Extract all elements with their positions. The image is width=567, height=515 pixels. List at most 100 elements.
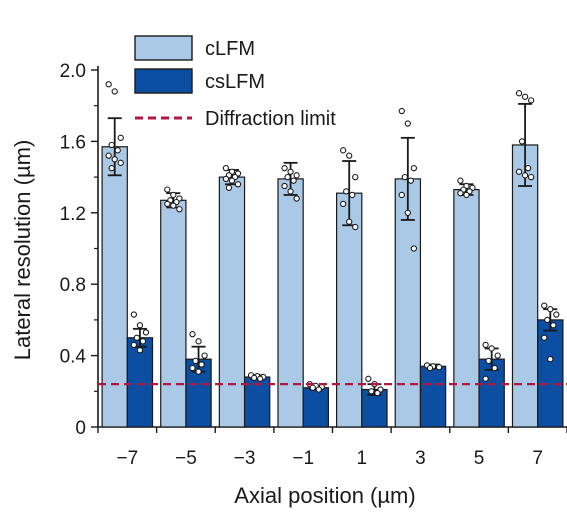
data-point-clfm bbox=[407, 177, 415, 184]
data-point-clfm bbox=[410, 165, 418, 172]
data-point-clfm bbox=[108, 141, 115, 149]
data-point-cslfm bbox=[488, 345, 495, 352]
plot-area: 0 0.4 0.8 1.2 1.6 2.0 −7 −5 −3 −1 1 3 5 7 bbox=[60, 61, 567, 469]
data-point-cslfm bbox=[491, 364, 498, 372]
data-point-clfm bbox=[457, 190, 464, 197]
y-tick-label: 2.0 bbox=[60, 61, 86, 82]
y-tick-label: 0.8 bbox=[60, 275, 86, 296]
y-tick-label: 1.2 bbox=[60, 204, 86, 225]
data-point-cslfm bbox=[189, 364, 196, 372]
data-point-cslfm bbox=[133, 334, 141, 341]
legend: cLFM csLFM Diffraction limit bbox=[134, 35, 336, 130]
data-point-clfm bbox=[398, 107, 405, 115]
x-tick-label: −5 bbox=[175, 448, 197, 469]
data-point-clfm bbox=[117, 159, 124, 166]
data-point-clfm bbox=[105, 81, 112, 88]
data-point-cslfm bbox=[139, 338, 147, 345]
x-tick-label: 3 bbox=[415, 448, 426, 469]
data-point-clfm bbox=[515, 168, 523, 175]
data-point-clfm bbox=[346, 152, 353, 159]
y-axis-title: Lateral resolution (µm) bbox=[10, 140, 35, 361]
data-point-clfm bbox=[352, 223, 359, 231]
data-point-clfm bbox=[515, 90, 523, 97]
data-point-clfm bbox=[111, 156, 118, 163]
legend-label-diffraction-limit: Diffraction limit bbox=[205, 108, 336, 130]
data-point-clfm bbox=[164, 200, 171, 208]
data-point-clfm bbox=[521, 93, 529, 100]
data-point-cslfm bbox=[494, 352, 501, 359]
bar-cslfm bbox=[302, 387, 329, 428]
data-point-cslfm bbox=[482, 341, 489, 349]
data-point-cslfm bbox=[130, 341, 138, 349]
y-tick-label: 0 bbox=[75, 418, 86, 439]
data-point-clfm bbox=[281, 165, 288, 172]
data-point-clfm bbox=[352, 173, 359, 181]
data-point-clfm bbox=[117, 134, 124, 141]
data-point-clfm bbox=[228, 177, 236, 184]
bar-clfm bbox=[277, 178, 304, 428]
legend-label-clfm: cLFM bbox=[205, 38, 255, 60]
data-point-cslfm bbox=[541, 302, 548, 309]
bar-cslfm bbox=[419, 365, 447, 428]
data-point-clfm bbox=[170, 191, 177, 199]
data-point-cslfm bbox=[136, 322, 144, 329]
data-point-clfm bbox=[524, 165, 532, 172]
bar-clfm bbox=[101, 146, 128, 428]
data-point-clfm bbox=[225, 184, 233, 191]
data-point-clfm bbox=[108, 165, 115, 172]
bar-clfm bbox=[511, 144, 539, 428]
bar-cslfm bbox=[243, 376, 271, 428]
legend-swatch-clfm bbox=[134, 35, 193, 61]
bar-cslfm bbox=[537, 319, 564, 428]
x-tick-label: −3 bbox=[234, 448, 256, 469]
data-point-cslfm bbox=[553, 311, 560, 318]
data-point-cslfm bbox=[374, 389, 381, 397]
data-point-clfm bbox=[463, 191, 470, 199]
data-point-cslfm bbox=[541, 334, 548, 341]
y-tick-label: 0.4 bbox=[60, 347, 87, 368]
x-tick-label: −7 bbox=[116, 448, 138, 469]
data-point-cslfm bbox=[257, 375, 264, 382]
data-point-clfm bbox=[346, 218, 353, 225]
data-point-clfm bbox=[293, 195, 300, 202]
data-point-cslfm bbox=[547, 356, 554, 363]
data-point-cslfm bbox=[192, 357, 199, 365]
data-point-cslfm bbox=[309, 384, 316, 391]
data-point-cslfm bbox=[136, 347, 144, 354]
bar-clfm bbox=[453, 188, 480, 428]
data-point-clfm bbox=[527, 97, 535, 104]
data-point-clfm bbox=[170, 202, 177, 209]
data-point-cslfm bbox=[195, 368, 202, 375]
data-point-clfm bbox=[105, 152, 112, 159]
bar-clfm bbox=[160, 199, 187, 428]
data-point-clfm bbox=[349, 191, 356, 199]
data-point-cslfm bbox=[426, 364, 434, 372]
data-point-clfm bbox=[401, 173, 408, 181]
data-point-cslfm bbox=[485, 357, 492, 365]
data-point-cslfm bbox=[142, 329, 150, 336]
x-axis-title: Axial position (µm) bbox=[234, 483, 415, 508]
data-point-clfm bbox=[340, 147, 347, 154]
data-point-cslfm bbox=[250, 374, 258, 382]
data-point-cslfm bbox=[365, 375, 372, 382]
data-point-clfm bbox=[293, 172, 300, 179]
data-point-clfm bbox=[404, 209, 411, 216]
data-point-cslfm bbox=[198, 361, 205, 368]
data-point-clfm bbox=[284, 173, 291, 181]
data-point-cslfm bbox=[130, 311, 138, 318]
data-point-clfm bbox=[527, 173, 535, 181]
x-tick-label: −1 bbox=[292, 448, 314, 469]
data-point-cslfm bbox=[547, 306, 554, 313]
legend-label-cslfm: csLFM bbox=[205, 71, 265, 93]
data-point-cslfm bbox=[189, 331, 196, 338]
data-point-clfm bbox=[340, 200, 347, 208]
data-point-cslfm bbox=[315, 386, 322, 393]
data-point-clfm bbox=[404, 120, 411, 127]
data-point-clfm bbox=[111, 88, 118, 95]
data-point-clfm bbox=[164, 186, 171, 193]
data-point-cslfm bbox=[435, 364, 443, 371]
data-point-clfm bbox=[287, 188, 294, 195]
legend-swatch-cslfm bbox=[134, 68, 193, 94]
x-tick-label: 5 bbox=[474, 448, 485, 469]
data-point-clfm bbox=[290, 177, 297, 184]
